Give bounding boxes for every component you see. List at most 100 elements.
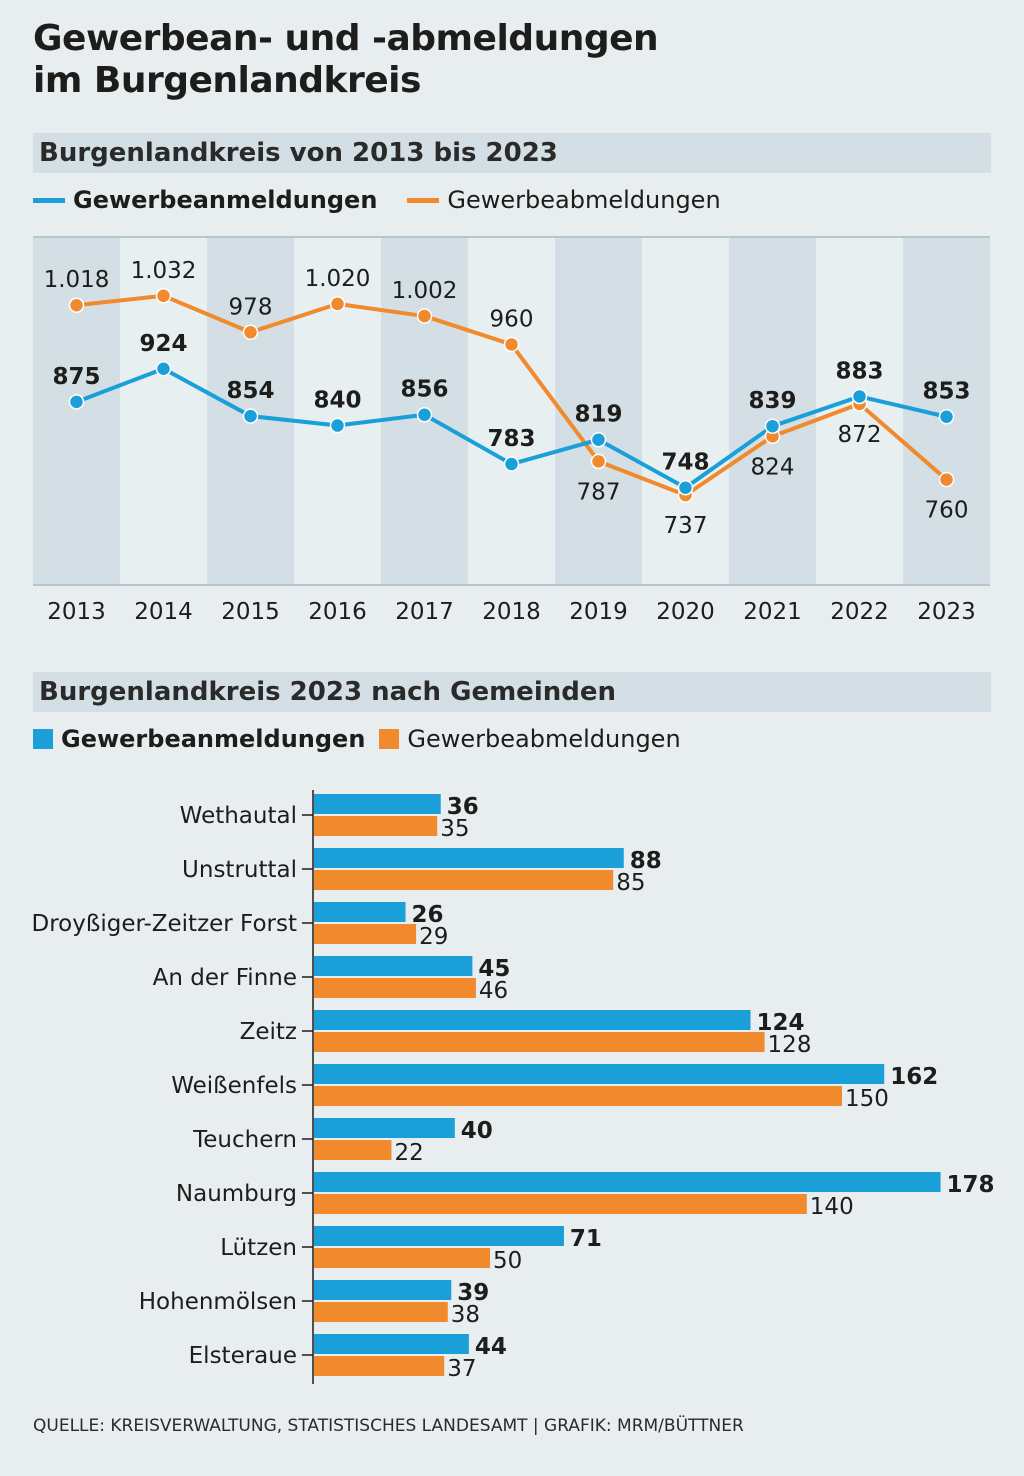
bar-chart-title: Burgenlandkreis 2023 nach Gemeinden (33, 672, 991, 712)
anmeldungen-value-label: 71 (570, 1226, 602, 1252)
anmeldungen-data-label: 853 (922, 379, 970, 405)
anmeldungen-point (416, 406, 433, 423)
category-label: Lützen (220, 1235, 297, 1261)
abmeldungen-data-label: 737 (664, 513, 708, 539)
anmeldungen-data-label: 883 (835, 358, 883, 384)
abmeldungen-bar (314, 1356, 445, 1376)
abmeldungen-value-label: 50 (493, 1248, 522, 1274)
category-label: Weißenfels (171, 1073, 297, 1099)
abmeldungen-bar (314, 1032, 765, 1052)
anmeldungen-value-label: 178 (947, 1172, 995, 1198)
anmeldungen-value-label: 26 (412, 902, 444, 928)
abmeldungen-value-label: 128 (768, 1032, 812, 1058)
anmeldungen-value-label: 44 (475, 1334, 507, 1360)
abmeldungen-bar (314, 978, 476, 998)
anmeldungen-point (242, 408, 259, 424)
column-band (642, 237, 729, 585)
anmeldungen-bar (314, 902, 406, 922)
abmeldungen-value-label: 150 (845, 1086, 889, 1112)
abmeldungen-value-label: 46 (479, 978, 508, 1004)
abmeldungen-bar (314, 924, 417, 944)
x-tick-label: 2023 (917, 599, 976, 625)
category-label: Elsteraue (189, 1343, 297, 1369)
abmeldungen-point (242, 324, 259, 341)
anmeldungen-point (851, 388, 868, 405)
x-tick-label: 2016 (308, 599, 367, 625)
anmeldungen-data-label: 839 (748, 388, 796, 414)
abmeldungen-value-label: 140 (810, 1194, 854, 1220)
anmeldungen-point (677, 479, 694, 496)
anmeldungen-bar (314, 1172, 941, 1192)
anmeldungen-value-label: 124 (756, 1010, 804, 1036)
anmeldungen-value-label: 36 (447, 794, 479, 820)
column-band (33, 237, 120, 585)
anmeldungen-data-label: 783 (487, 426, 535, 452)
column-band (729, 237, 816, 585)
anmeldungen-value-label: 40 (461, 1118, 493, 1144)
abmeldungen-data-label: 1.032 (131, 258, 197, 284)
column-band (555, 237, 642, 585)
anmeldungen-data-label: 854 (226, 378, 274, 404)
category-label: Teuchern (192, 1127, 297, 1153)
abmeldungen-data-label: 1.018 (44, 267, 110, 293)
category-label: Droyßiger-Zeitzer Forst (32, 911, 298, 937)
x-tick-label: 2017 (395, 599, 454, 625)
abmeldungen-bar (314, 1302, 448, 1322)
legend-label-abmeldungen: Gewerbeabmeldungen (407, 725, 681, 753)
anmeldungen-point (938, 408, 955, 425)
anmeldungen-data-label: 840 (313, 388, 361, 414)
abmeldungen-bar (314, 1140, 392, 1160)
anmeldungen-data-label: 748 (661, 450, 709, 476)
abmeldungen-data-label: 824 (751, 454, 795, 480)
line-chart: 2013 2014 2015 2016 2017 2018 2019 2020 2021 2022… (33, 236, 990, 625)
anmeldungen-point (764, 418, 781, 434)
x-tick-label: 2014 (134, 599, 193, 625)
anmeldungen-bar (314, 1334, 469, 1354)
abmeldungen-data-label: 872 (838, 422, 882, 448)
anmeldungen-bar (314, 1010, 751, 1030)
abmeldungen-bar (314, 1248, 490, 1268)
title-line-2: im Burgenlandkreis (33, 60, 421, 101)
legend-swatch-anmeldungen (33, 197, 65, 203)
abmeldungen-point (155, 288, 172, 304)
legend-swatch-anmeldungen (33, 729, 53, 749)
line-chart-legend: Gewerbeanmeldungen Gewerbeabmeldungen (33, 186, 721, 214)
source-note: QUELLE: KREISVERWALTUNG, STATISTISCHES L… (33, 1416, 744, 1436)
abmeldungen-value-label: 38 (451, 1302, 480, 1328)
abmeldungen-point (938, 471, 955, 488)
bar-chart-legend: Gewerbeanmeldungen Gewerbeabmeldungen (33, 725, 681, 753)
category-label: Zeitz (240, 1019, 297, 1045)
abmeldungen-point (329, 296, 346, 312)
anmeldungen-data-label: 819 (574, 402, 622, 428)
anmeldungen-bar (314, 956, 473, 976)
abmeldungen-point (68, 297, 85, 313)
abmeldungen-value-label: 29 (419, 924, 448, 950)
category-label: Naumburg (176, 1181, 297, 1207)
x-tick-label: 2021 (743, 599, 802, 625)
category-label: An der Finne (153, 965, 297, 991)
abmeldungen-bar (314, 870, 614, 890)
abmeldungen-data-label: 960 (490, 306, 534, 332)
abmeldungen-point (590, 453, 607, 470)
abmeldungen-bar (314, 1086, 842, 1106)
abmeldungen-bar (314, 816, 438, 836)
anmeldungen-bar (314, 1280, 452, 1300)
anmeldungen-data-label: 924 (139, 331, 187, 357)
line-chart-title: Burgenlandkreis von 2013 bis 2023 (33, 133, 991, 173)
anmeldungen-bar (314, 848, 624, 868)
column-band (294, 237, 381, 585)
x-tick-label: 2013 (47, 599, 106, 625)
page-title: Gewerbean- und -abmeldungen im Burgenlan… (33, 18, 659, 102)
legend-swatch-abmeldungen (407, 197, 440, 203)
legend-label-anmeldungen: Gewerbeanmeldungen (73, 186, 378, 214)
abmeldungen-data-label: 787 (577, 479, 621, 505)
x-tick-label: 2020 (656, 599, 715, 625)
anmeldungen-point (155, 361, 172, 377)
x-tick-label: 2015 (221, 599, 280, 625)
abmeldungen-value-label: 85 (616, 870, 645, 896)
abmeldungen-data-label: 1.002 (392, 278, 458, 304)
anmeldungen-bar (314, 1118, 455, 1138)
x-tick-label: 2019 (569, 599, 628, 625)
